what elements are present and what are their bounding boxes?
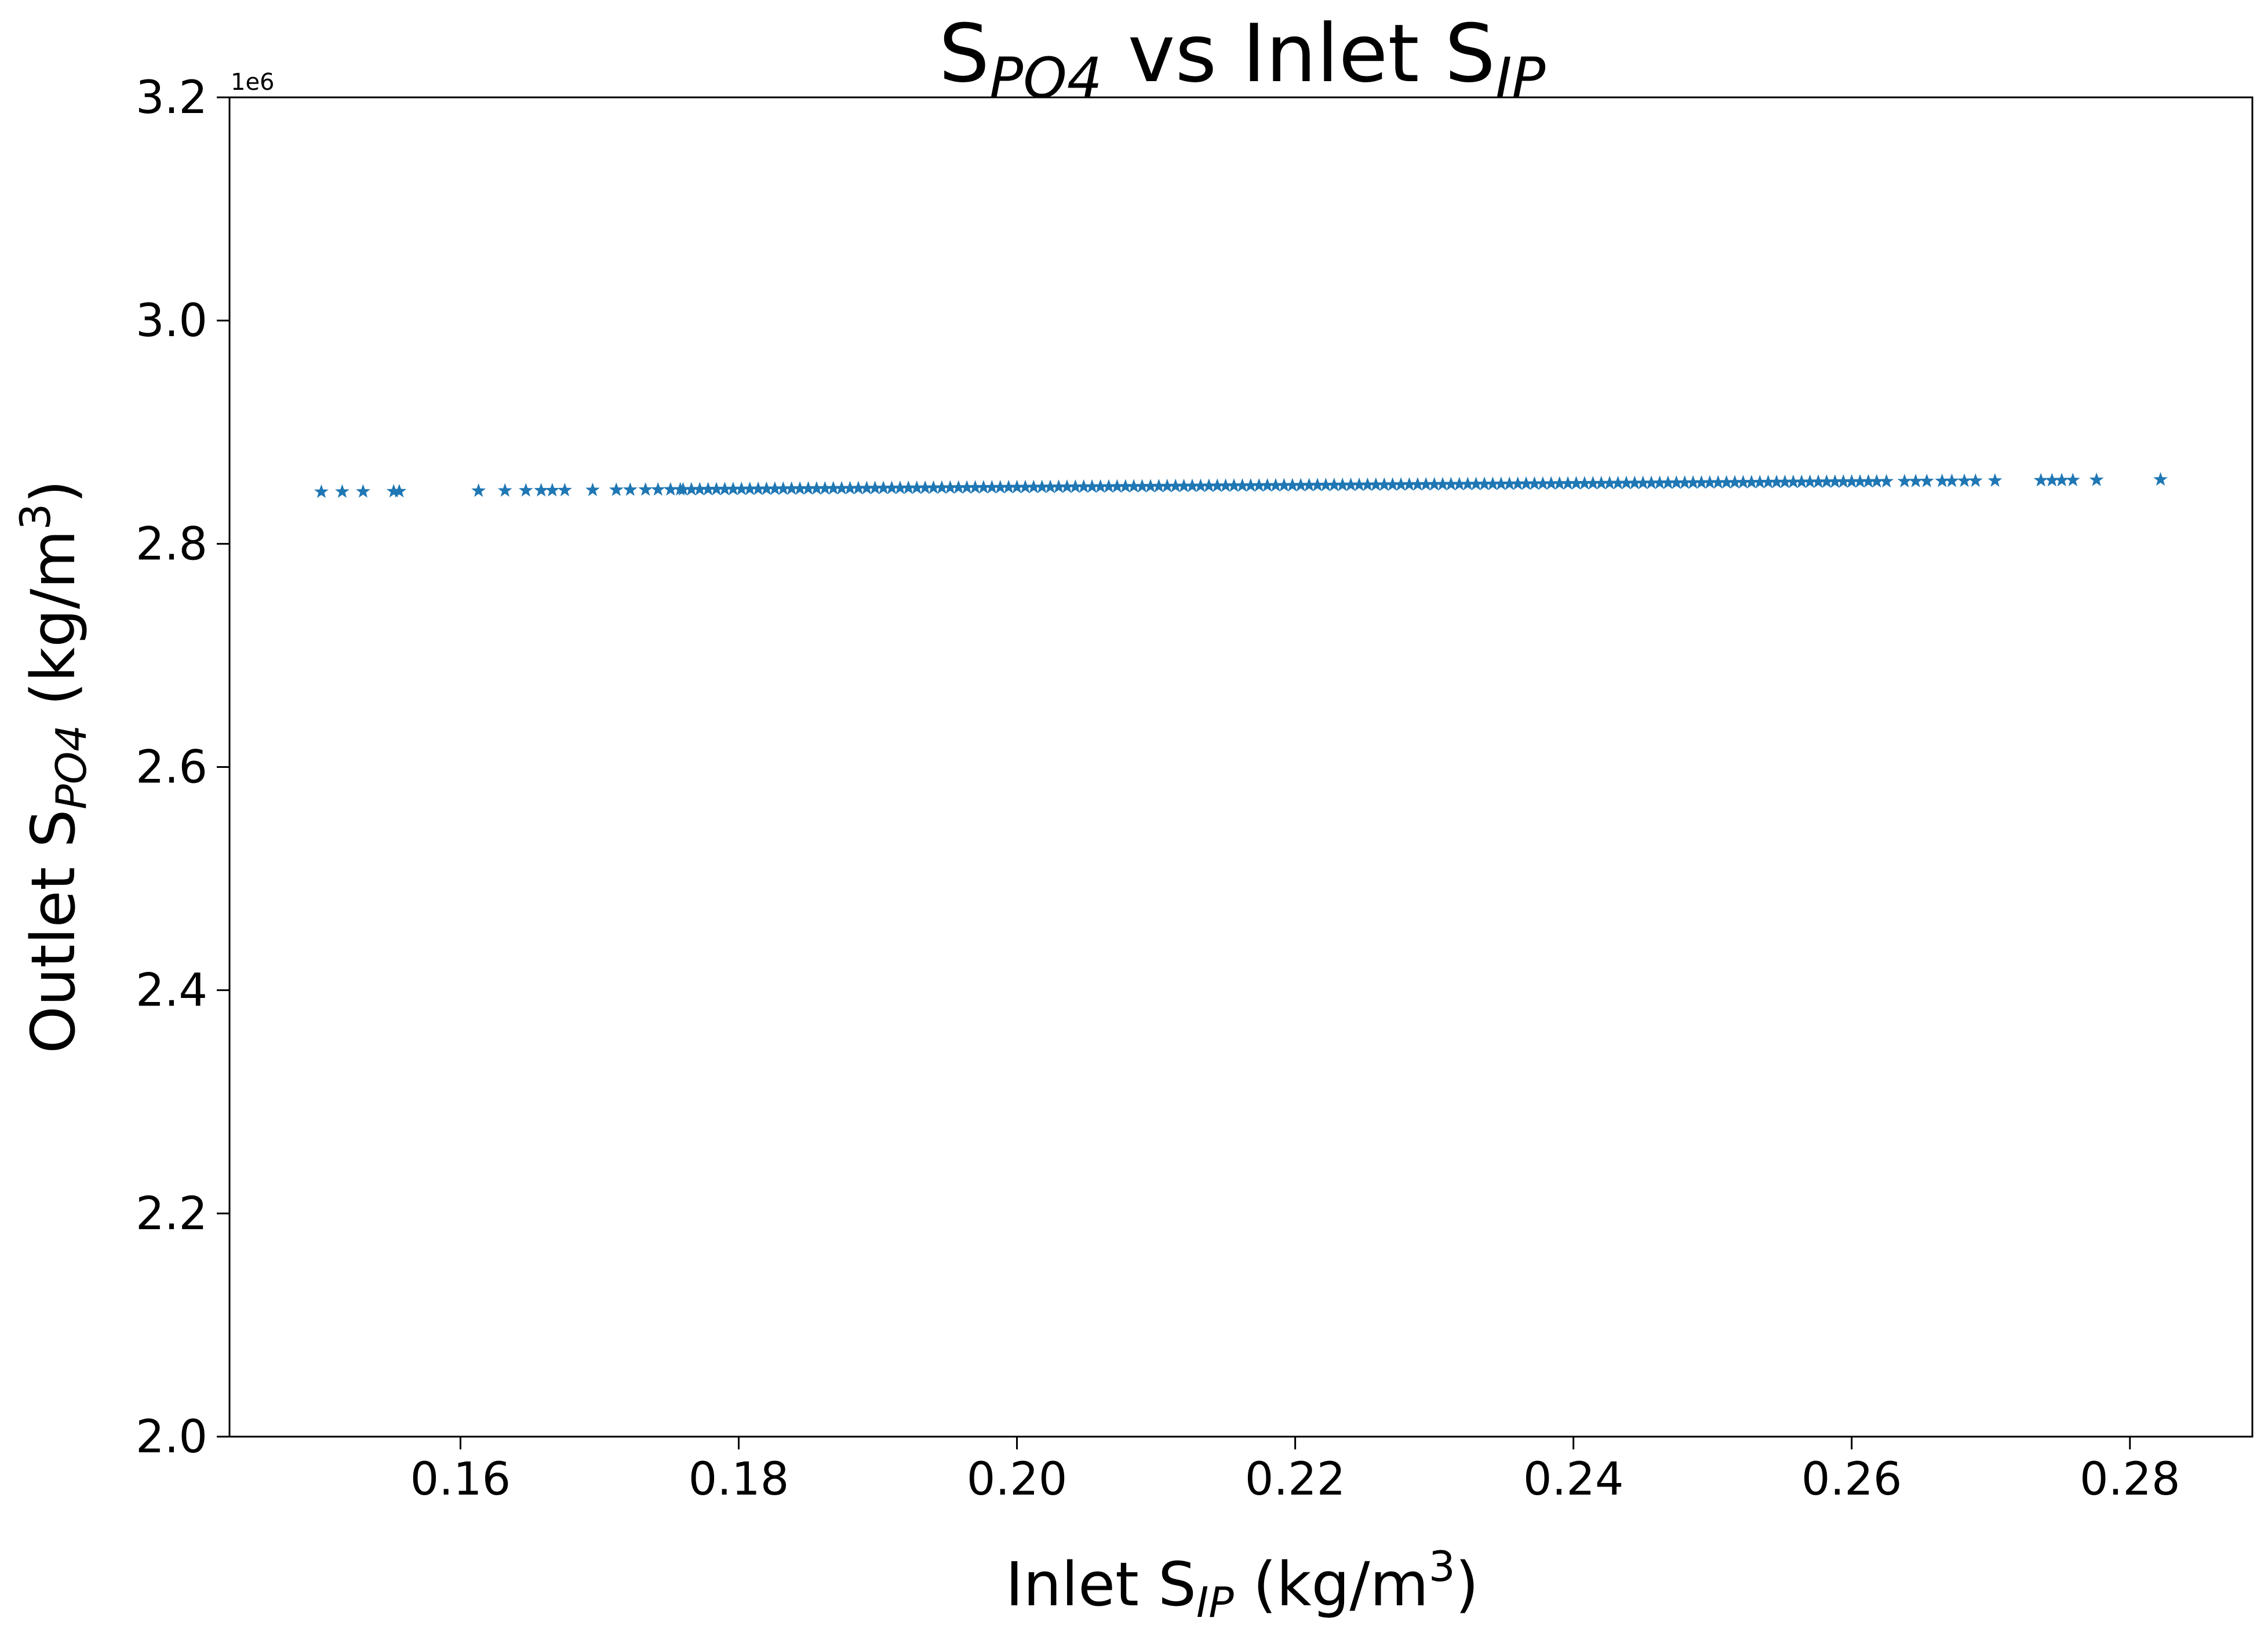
y-tick-label: 2.4 — [136, 965, 207, 1017]
data-point — [2153, 472, 2168, 486]
data-point — [609, 482, 624, 496]
data-point — [335, 484, 350, 498]
x-axis: 0.16 0.18 0.20 0.22 0.24 0.26 0.28 — [410, 1437, 2180, 1506]
x-label-superscript: 3 — [1429, 1542, 1455, 1591]
data-point — [545, 483, 560, 497]
data-point — [2033, 472, 2048, 487]
data-point — [471, 483, 486, 497]
title-subscript-ip: IP — [1495, 46, 1545, 111]
data-point — [650, 482, 665, 496]
data-point — [638, 482, 653, 496]
x-tick-label: 0.18 — [689, 1453, 789, 1506]
y-tick-label: 2.2 — [136, 1188, 207, 1240]
data-point — [1957, 473, 1972, 487]
data-point — [558, 482, 572, 497]
y-axis-offset-label: 1e6 — [231, 69, 275, 96]
data-point — [2089, 472, 2104, 486]
data-point — [1968, 473, 1983, 487]
data-point — [2054, 472, 2069, 487]
plot-area — [228, 96, 2254, 1438]
data-point — [1945, 473, 1959, 487]
y-tick-label: 2.6 — [136, 742, 207, 794]
x-axis-label: Inlet SIP (kg/m3) — [1006, 1542, 1479, 1627]
y-axis: 2.0 2.2 2.4 2.6 2.8 3.0 3.2 — [136, 72, 230, 1463]
x-tick-label: 0.28 — [2080, 1453, 2180, 1506]
data-point — [1908, 473, 1923, 487]
data-point — [534, 483, 549, 497]
x-tick-label: 0.24 — [1523, 1453, 1624, 1506]
data-point — [2065, 472, 2080, 487]
data-point — [1897, 473, 1912, 488]
plot-frame — [228, 96, 2254, 1438]
x-tick-label: 0.26 — [1801, 1453, 1902, 1506]
y-label-subscript: PO4 — [47, 725, 96, 810]
data-point — [356, 484, 370, 498]
data-point — [622, 482, 638, 496]
y-tick-label: 3.0 — [136, 295, 207, 347]
data-point — [497, 483, 512, 497]
data-point — [518, 483, 533, 497]
x-tick-label: 0.16 — [410, 1453, 511, 1506]
data-point — [585, 482, 600, 497]
y-tick-label: 2.0 — [136, 1411, 207, 1463]
chart-title: SPO4 vs Inlet SIP — [939, 7, 1546, 111]
x-tick-label: 0.20 — [967, 1453, 1068, 1506]
data-points — [314, 472, 2168, 498]
data-point — [1987, 473, 2003, 487]
x-tick-label: 0.22 — [1245, 1453, 1346, 1506]
y-tick-label: 3.2 — [136, 72, 207, 124]
x-label-subscript: IP — [1196, 1578, 1234, 1627]
title-subscript-po4: PO4 — [989, 46, 1102, 111]
data-point — [314, 484, 329, 498]
y-tick-label: 2.8 — [136, 518, 207, 570]
y-axis-label: Outlet SPO4 (kg/m3) — [11, 480, 96, 1054]
data-point — [1919, 473, 1934, 487]
y-label-superscript: 3 — [11, 504, 60, 530]
